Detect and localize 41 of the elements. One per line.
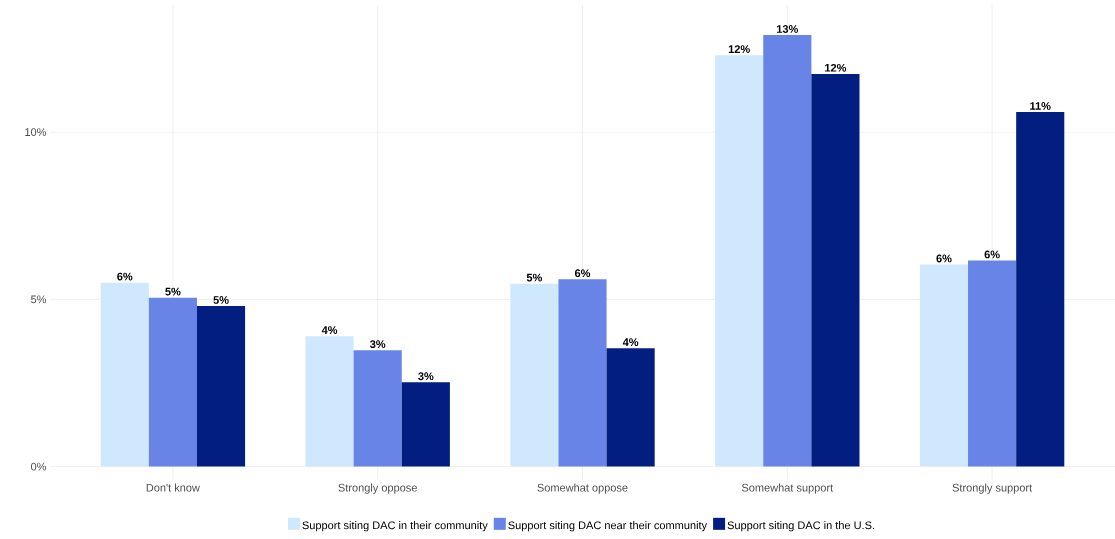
x-tick-label: Somewhat oppose (537, 483, 628, 494)
bar (305, 336, 354, 467)
bar (558, 279, 607, 467)
bar (401, 382, 450, 467)
data-label: 6% (936, 254, 952, 263)
y-tick-label: 0% (31, 462, 47, 471)
bar (1016, 112, 1065, 467)
data-label: 5% (213, 296, 229, 304)
bar (100, 282, 149, 467)
data-label: 6% (984, 250, 1000, 259)
bar (763, 35, 812, 467)
data-label: 3% (369, 340, 386, 349)
bar (811, 73, 860, 467)
x-tick-label: Strongly support (952, 483, 1033, 494)
data-label: 13% (776, 25, 799, 33)
bar (968, 260, 1017, 467)
y-tick-label: 5% (31, 295, 47, 304)
data-label: 12% (825, 63, 847, 72)
y-tick-label: 10% (25, 128, 47, 137)
data-label: 3% (418, 372, 434, 381)
legend-label: Support siting DAC near their community (508, 521, 708, 532)
data-label: 12% (728, 45, 750, 53)
bar (715, 55, 764, 467)
data-label: 11% (1030, 102, 1051, 110)
legend-label: Support siting DAC in the U.S. (727, 521, 875, 532)
data-label: 6% (574, 269, 591, 278)
legend-label: Support siting DAC in their community (302, 521, 488, 532)
data-label: 5% (165, 287, 181, 296)
bar (353, 350, 402, 467)
data-label: 4% (622, 338, 639, 346)
bar (148, 297, 197, 467)
bar (510, 283, 559, 467)
data-label: 4% (321, 326, 338, 334)
data-label: 5% (526, 273, 543, 282)
data-label: 6% (117, 272, 133, 281)
bar (606, 348, 655, 467)
x-tick-label: Don't know (146, 483, 200, 492)
x-tick-label: Somewhat support (741, 483, 834, 494)
x-tick-label: Strongly oppose (338, 483, 417, 494)
bar (919, 264, 969, 467)
bar (196, 306, 246, 467)
